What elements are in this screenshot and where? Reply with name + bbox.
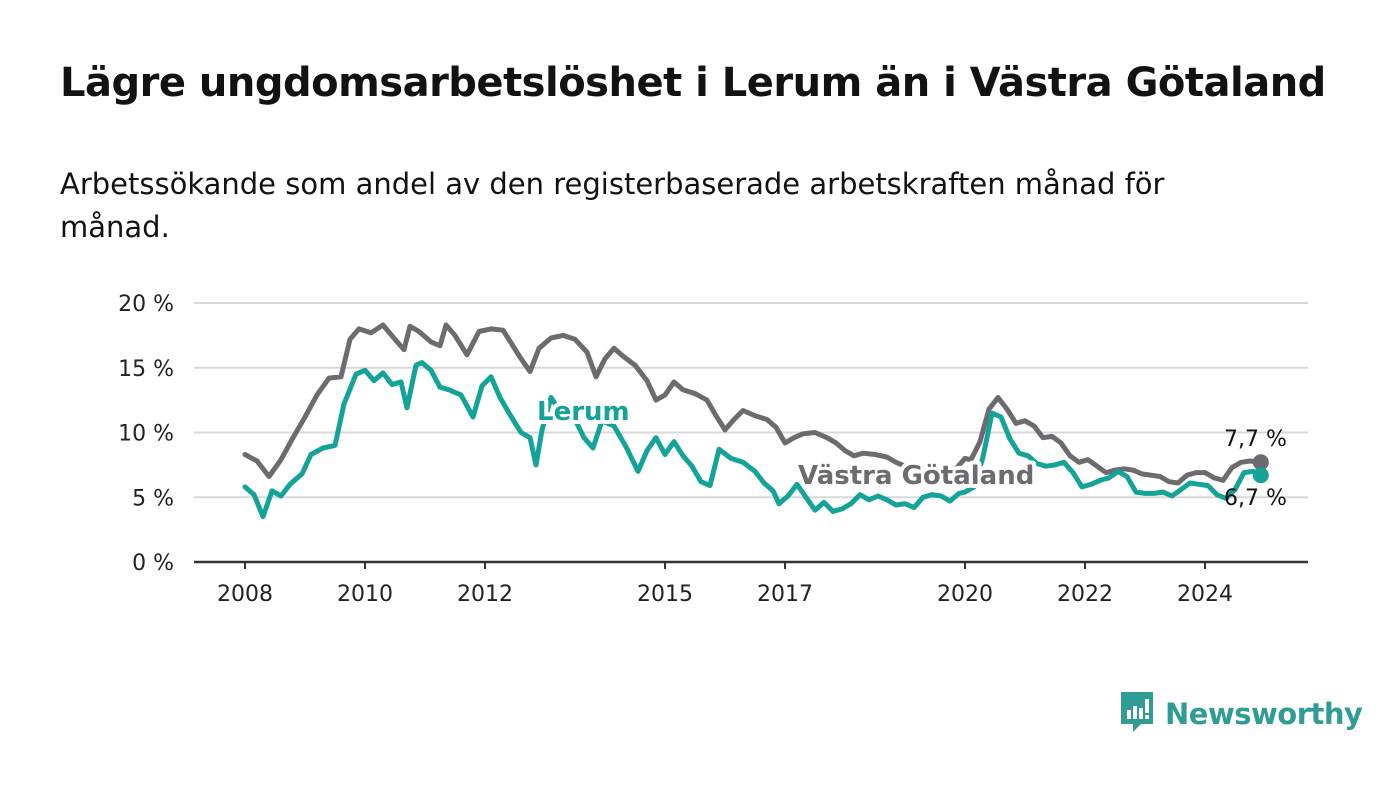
grid-lines: [194, 302, 1308, 499]
x-tick-label: 2022: [1057, 582, 1113, 607]
chart-subtitle: Arbetssökande som andel av den registerb…: [60, 167, 1165, 244]
series-line: [242, 360, 1264, 520]
brand-name: Newsworthy: [1165, 697, 1363, 731]
newsworthy-logo: Newsworthy: [1119, 690, 1363, 738]
axes: 0 % 5 % 10 % 15 % 20 % 2008 2010 2012 2015 2017 20…: [118, 292, 1308, 607]
y-tick-label: 20 %: [118, 292, 174, 317]
x-tick-label: 2012: [457, 582, 513, 607]
y-tick-label: 0 %: [132, 551, 174, 576]
series-end-point: [1252, 467, 1269, 484]
y-tick-label: 5 %: [132, 486, 174, 511]
series-label-vastra-gotaland: Västra Götaland: [798, 461, 1034, 491]
x-tick-label: 2008: [217, 582, 273, 607]
y-tick-label: 15 %: [118, 357, 174, 382]
series-labels: Västra Götaland Lerum 7,7 % 6,7 %: [533, 393, 1287, 511]
series-line: [242, 322, 1264, 486]
x-tick-label: 2015: [637, 582, 693, 607]
x-tick-label: 2010: [337, 582, 393, 607]
chart-title: Lägre ungdomsarbetslöshet i Lerum än i V…: [60, 60, 1326, 106]
x-tick-label: 2017: [757, 582, 813, 607]
y-tick-label: 10 %: [118, 422, 174, 447]
x-tick-label: 2024: [1177, 582, 1233, 607]
series-lines: [242, 322, 1269, 520]
series-label-lerum: Lerum: [537, 397, 630, 427]
x-tick-label: 2020: [937, 582, 993, 607]
bar-chart-badge-icon: [1119, 690, 1155, 738]
series-end-point: [1252, 454, 1269, 471]
end-value-label-vastra-gotaland: 7,7 %: [1224, 427, 1287, 452]
end-value-label-lerum: 6,7 %: [1224, 486, 1287, 511]
